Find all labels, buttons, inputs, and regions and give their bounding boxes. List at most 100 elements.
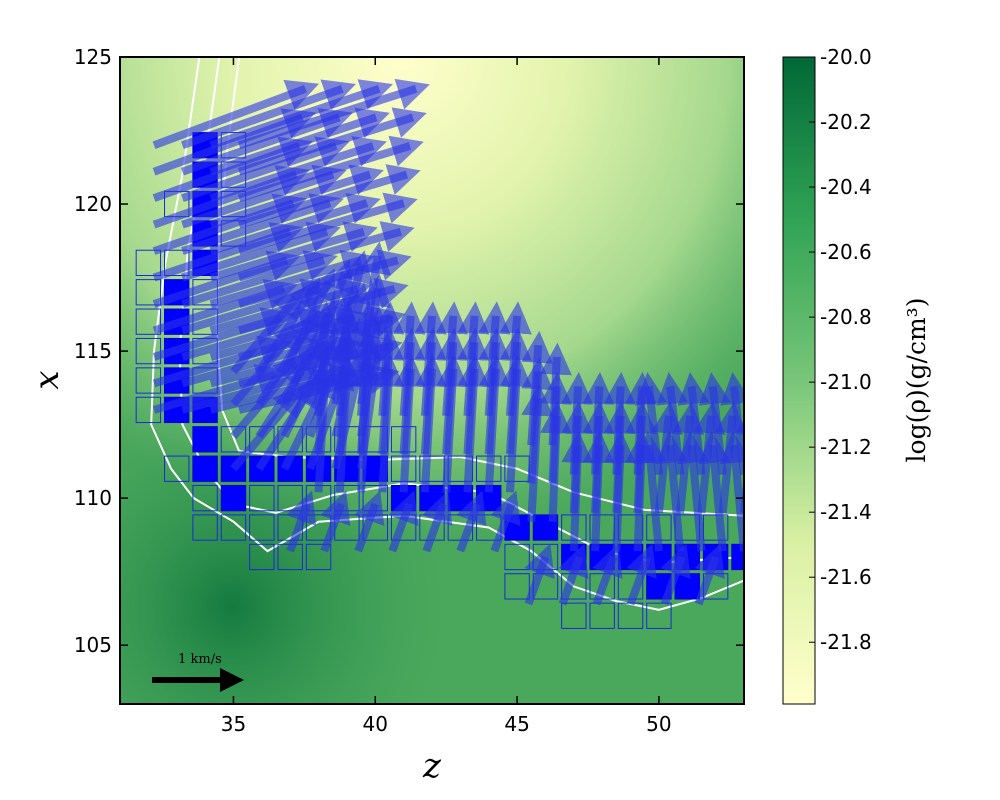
velocity-arrow — [457, 301, 490, 417]
filled-cell — [532, 514, 559, 541]
filled-cell — [220, 484, 247, 512]
colorbar-tick-label: -20.0 — [820, 45, 872, 69]
velocity-arrow — [414, 301, 447, 417]
velocity-arrow — [354, 490, 385, 553]
velocity-arrow — [209, 164, 384, 229]
velocity-arrow — [694, 543, 725, 606]
velocity-arrow — [603, 371, 636, 475]
velocity-arrow — [393, 301, 426, 417]
velocity-arrow — [238, 192, 418, 255]
velocity-arrow — [524, 543, 555, 606]
velocity-arrow — [209, 192, 381, 255]
velocity-arrow — [436, 301, 468, 417]
velocity-arrow — [152, 193, 307, 255]
outline-cell — [249, 514, 275, 541]
colorbar — [782, 56, 816, 705]
velocity-arrow — [655, 430, 688, 552]
plot-area: 1 km/s — [120, 57, 744, 704]
velocity-arrow — [350, 301, 383, 417]
velocity-arrow — [181, 164, 347, 229]
x-tick-label: 40 — [363, 712, 388, 736]
velocity-arrow — [209, 136, 387, 202]
velocity-arrow — [286, 490, 317, 553]
colorbar-tick-label: -20.2 — [820, 110, 872, 134]
colorbar-ticks: -20.0 -20.2 -20.4 -20.6 -20.8 -21.0 -21.2 -21.4… — [809, 45, 872, 654]
colorbar-tick-label: -21.2 — [820, 435, 872, 459]
outline-cell — [249, 543, 275, 571]
velocity-arrow — [181, 107, 353, 176]
velocity-arrow — [698, 430, 731, 552]
velocity-arrow — [237, 107, 427, 176]
velocity-arrow — [626, 543, 657, 606]
colorbar-tick-label: -20.6 — [820, 240, 872, 264]
velocity-arrow — [237, 135, 424, 202]
outline-cell — [135, 308, 162, 335]
velocity-arrow — [308, 301, 341, 417]
x-tick-label: 45 — [504, 712, 529, 736]
velocity-arrow — [561, 371, 594, 475]
velocity-arrow — [625, 371, 658, 475]
outline-cell — [192, 484, 218, 512]
velocity-arrow — [209, 221, 378, 282]
velocity-arrow — [558, 543, 589, 606]
velocity-arrow — [181, 221, 341, 282]
outline-cell — [135, 279, 162, 306]
velocity-arrow — [230, 287, 306, 375]
velocity-arrow — [456, 490, 487, 553]
velocity-arrow — [237, 78, 430, 150]
velocity-arrow — [388, 490, 419, 553]
velocity-arrow — [181, 193, 344, 255]
velocity-arrow — [209, 107, 390, 176]
outline-cell — [504, 573, 530, 600]
scale-arrow-label: 1 km/s — [178, 652, 222, 667]
y-tick-label: 115 — [74, 339, 112, 363]
velocity-arrow — [320, 490, 351, 553]
filled-cell — [192, 455, 218, 482]
y-tick-label: 105 — [74, 633, 112, 657]
velocity-arrow — [539, 342, 572, 446]
velocity-arrow — [152, 165, 310, 229]
velocity-arrow — [720, 372, 744, 476]
velocity-arrow — [677, 430, 710, 552]
velocity-arrow — [490, 490, 521, 553]
velocity-arrow — [152, 79, 319, 149]
colorbar-tick-label: -21.8 — [820, 630, 872, 654]
outline-cell — [305, 543, 332, 571]
velocity-arrow — [736, 401, 744, 513]
y-axis-title: x — [27, 370, 67, 389]
outline-cell — [220, 514, 247, 541]
outline-cell — [561, 602, 587, 629]
velocity-arrow — [521, 330, 554, 446]
velocity-arrow — [592, 543, 623, 606]
y-tick-label: 120 — [74, 192, 112, 216]
velocity-arrow — [634, 430, 667, 552]
velocity-arrows — [152, 78, 744, 606]
x-axis-title: z — [422, 746, 442, 786]
velocity-arrow — [280, 268, 336, 374]
y-tick-label: 125 — [74, 45, 112, 69]
colorbar-tick-label: -20.8 — [820, 305, 872, 329]
colorbar-tick-label: -20.4 — [820, 175, 872, 199]
velocity-arrow — [582, 371, 615, 475]
velocity-arrow — [478, 301, 511, 417]
x-tick-label: 50 — [646, 712, 671, 736]
velocity-arrow — [238, 221, 415, 282]
outline-cell — [249, 484, 275, 512]
velocity-arrow — [209, 79, 393, 150]
velocity-arrow — [499, 301, 532, 417]
outline-cell — [135, 249, 162, 277]
colorbar-tick-label: -21.0 — [820, 370, 872, 394]
velocity-arrow — [329, 301, 362, 417]
velocity-arrow — [181, 250, 338, 308]
outline-cell — [589, 602, 615, 629]
outline-cell — [192, 514, 218, 541]
outline-cell — [220, 426, 247, 453]
colorbar-tick-label: -21.6 — [820, 565, 872, 589]
velocity-arrow — [237, 164, 421, 229]
outline-cell — [164, 455, 190, 482]
velocity-arrow — [255, 277, 321, 374]
colorbar-title: log(ρ)(g/cm³) — [902, 298, 931, 463]
outline-cell — [646, 602, 672, 629]
velocity-arrow — [660, 543, 691, 606]
